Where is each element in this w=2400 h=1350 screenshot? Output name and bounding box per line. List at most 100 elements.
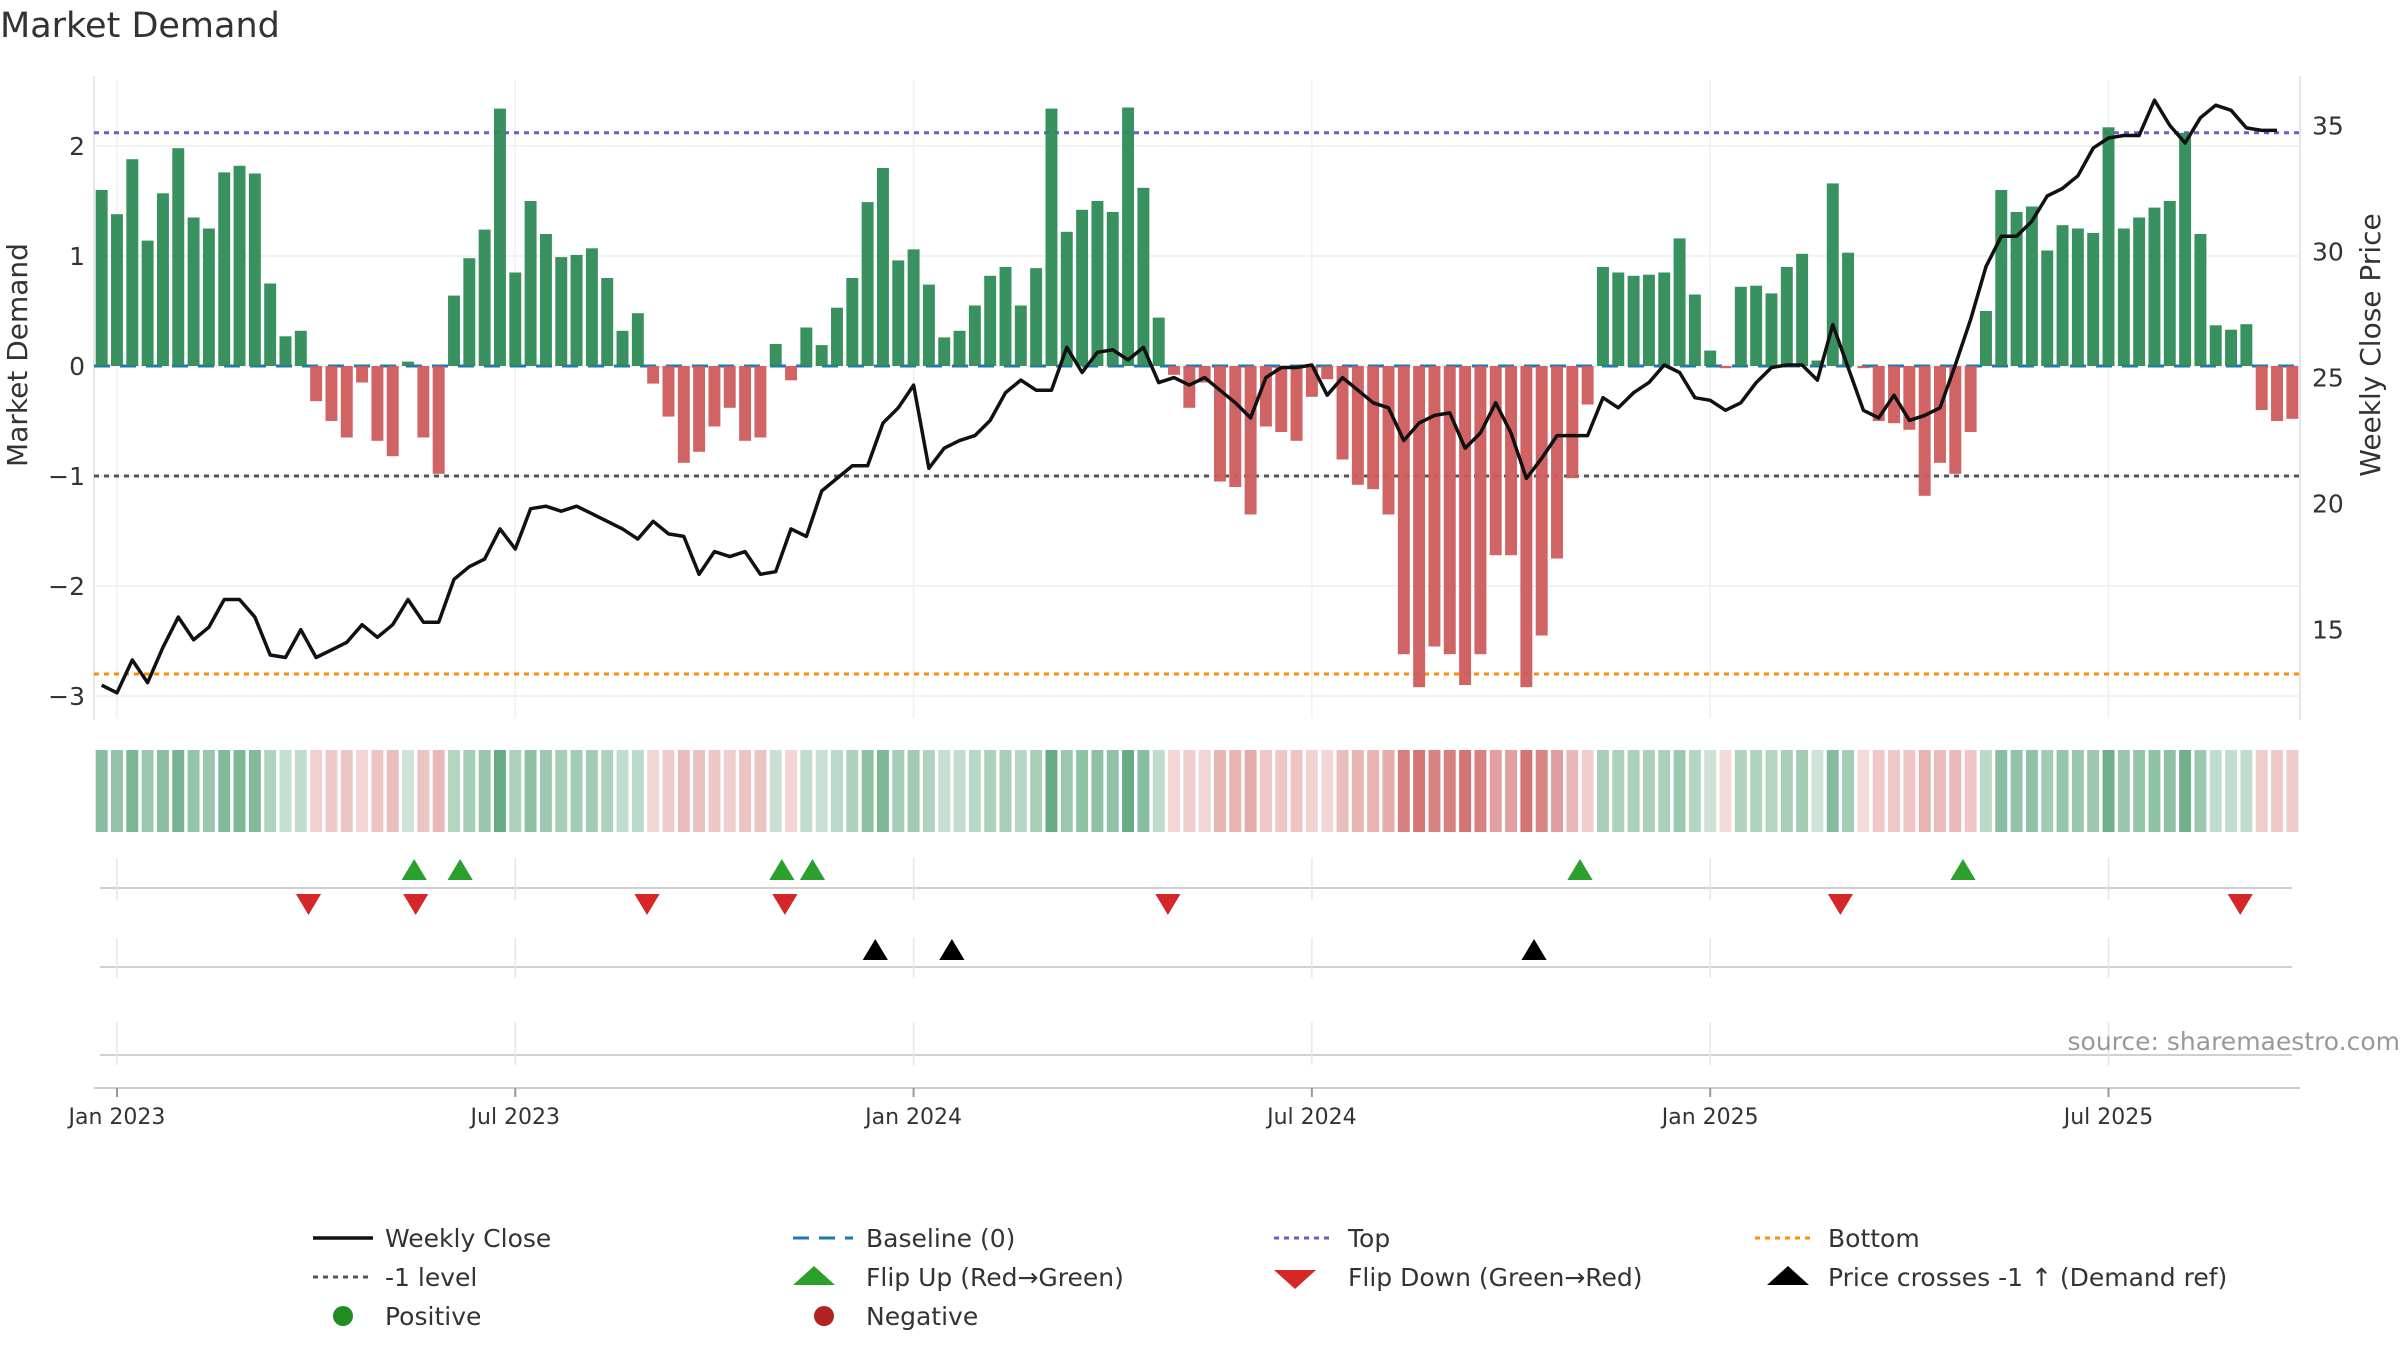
demand-bar-positive — [202, 228, 215, 366]
demand-bar-negative — [1336, 366, 1349, 460]
flip-up-marker — [447, 859, 473, 880]
left-tick-label: −1 — [48, 462, 85, 491]
demand-bar-negative — [1505, 366, 1518, 556]
strip-cell-positive — [1045, 750, 1058, 832]
strip-cell-positive — [1596, 750, 1609, 832]
strip-cell-negative — [1382, 750, 1395, 832]
strip-cell-positive — [1704, 750, 1717, 832]
flip-down-marker — [403, 894, 429, 915]
demand-bar-negative — [1535, 366, 1548, 636]
strip-cell-positive — [2194, 750, 2207, 832]
demand-bar-negative — [340, 366, 353, 438]
strip-cell-negative — [1505, 750, 1518, 832]
strip-cell-positive — [478, 750, 491, 832]
strip-cell-negative — [1459, 750, 1472, 832]
demand-bar-positive — [509, 272, 522, 366]
strip-cell-negative — [1229, 750, 1242, 832]
right-tick-label: 35 — [2312, 111, 2344, 140]
demand-bar-positive — [1106, 212, 1119, 366]
strip-cell-positive — [2025, 750, 2038, 832]
right-axis-ticks: 15 20 25 30 35 — [2312, 111, 2344, 644]
legend-weekly-close-label: Weekly Close — [385, 1224, 551, 1253]
strip-cell-positive — [218, 750, 231, 832]
strip-cell-positive — [1091, 750, 1104, 832]
strip-cell-positive — [1152, 750, 1165, 832]
demand-bar-negative — [1719, 366, 1732, 369]
strip-cell-positive — [1014, 750, 1027, 832]
demand-bar-negative — [1934, 366, 1946, 463]
reference-lines — [94, 131, 2300, 676]
demand-bar-negative — [1443, 366, 1456, 655]
flip-down-marker — [1155, 894, 1181, 915]
strip-cell-negative — [1888, 750, 1901, 832]
demand-bar-positive — [2179, 132, 2192, 366]
flip-up-marker — [1950, 859, 1976, 880]
demand-bar-negative — [2255, 366, 2268, 410]
strip-cell-negative — [1413, 750, 1426, 832]
demand-bar-negative — [371, 366, 384, 441]
chart-title: Market Demand — [0, 6, 280, 46]
strip-cell-positive — [2087, 750, 2100, 832]
x-tick-label: Jul 2023 — [469, 1105, 561, 1130]
strip-cell-negative — [2286, 750, 2299, 832]
demand-bar-negative — [1918, 366, 1931, 496]
strip-cell-positive — [601, 750, 614, 832]
strip-cell-positive — [984, 750, 997, 832]
strip-cell-positive — [1995, 750, 2008, 832]
strip-cell-positive — [2240, 750, 2253, 832]
strip-cell-positive — [968, 750, 981, 832]
demand-bar-positive — [1704, 350, 1717, 366]
demand-bar-positive — [1979, 311, 1992, 366]
demand-bar-negative — [386, 366, 399, 457]
strip-cell-negative — [1918, 750, 1931, 832]
strip-cell-negative — [1934, 750, 1946, 832]
flip-up-marker — [1567, 859, 1593, 880]
demand-bar-positive — [2194, 234, 2207, 366]
strip-cell-positive — [938, 750, 951, 832]
strip-cell-positive — [846, 750, 859, 832]
demand-bar-positive — [1995, 190, 2008, 366]
strip-cell-negative — [723, 750, 736, 832]
strip-cell-positive — [2071, 750, 2084, 832]
demand-bar-positive — [953, 330, 966, 366]
strip-cell-negative — [1214, 750, 1226, 832]
strip-cell-positive — [1642, 750, 1655, 832]
strip-cell-positive — [1842, 750, 1855, 832]
bottom-empty-panel — [100, 1022, 2292, 1065]
flip-down-marker — [295, 894, 322, 915]
demand-bar-positive — [2225, 329, 2238, 366]
demand-bar-negative — [1382, 366, 1395, 515]
x-tick-label: Jul 2024 — [1265, 1105, 1357, 1130]
left-tick-label: 0 — [69, 352, 85, 381]
demand-bar-positive — [1137, 187, 1150, 366]
strip-cell-negative — [1351, 750, 1364, 832]
strip-cell-negative — [1397, 750, 1410, 832]
strip-cell-positive — [1060, 750, 1073, 832]
strip-cell-positive — [2056, 750, 2069, 832]
strip-cell-negative — [708, 750, 721, 832]
demand-bar-positive — [631, 313, 644, 366]
close-price-line — [100, 98, 2277, 695]
demand-bar-negative — [325, 366, 338, 421]
demand-bar-positive — [938, 337, 951, 366]
demand-bar-positive — [2133, 217, 2146, 366]
demand-bar-positive — [861, 202, 874, 366]
demand-bar-positive — [1612, 272, 1625, 366]
strip-cell-positive — [892, 750, 905, 832]
demand-bar-positive — [2041, 250, 2054, 366]
demand-bar-negative — [754, 366, 767, 438]
demand-bar-positive — [2102, 127, 2115, 366]
x-tick-label: Jan 2024 — [863, 1105, 962, 1130]
strip-cell-negative — [1183, 750, 1196, 832]
strip-cell-negative — [1305, 750, 1318, 832]
demand-bar-negative — [1244, 366, 1257, 515]
strip-cell-positive — [2179, 750, 2192, 832]
demand-bar-negative — [1259, 366, 1272, 427]
demand-bar-positive — [1688, 294, 1701, 366]
demand-bar-positive — [555, 257, 568, 366]
strip-cell-negative — [1719, 750, 1732, 832]
strip-cell-negative — [1535, 750, 1548, 832]
strip-cell-positive — [1765, 750, 1778, 832]
strip-cell-negative — [739, 750, 752, 832]
